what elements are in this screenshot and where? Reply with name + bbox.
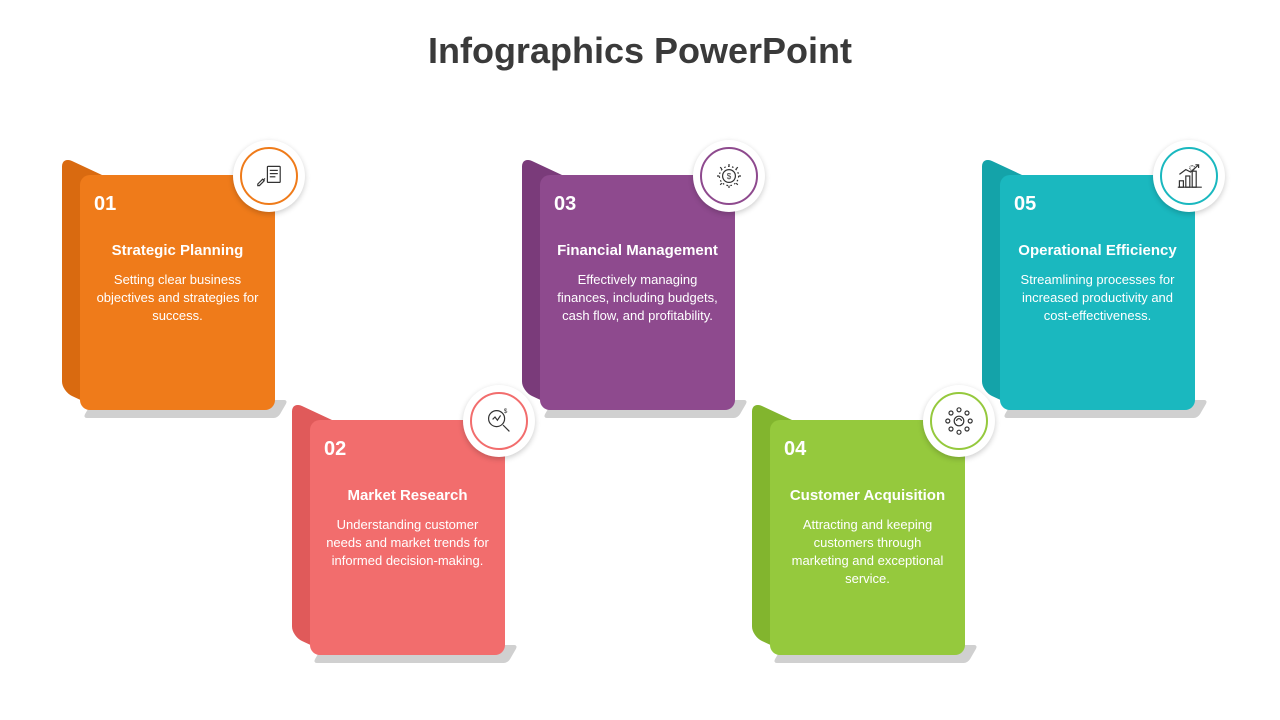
card-number: 04: [784, 438, 951, 461]
page-title: Infographics PowerPoint: [0, 30, 1280, 72]
svg-text:$: $: [504, 408, 508, 415]
card-front: 04 Customer Acquisition Attracting and k…: [770, 420, 965, 655]
card-text: Understanding customer needs and market …: [324, 516, 491, 571]
card-text: Setting clear business objectives and st…: [94, 271, 261, 326]
customer-icon: [930, 392, 988, 450]
card-heading: Customer Acquisition: [784, 486, 951, 506]
card-text: Attracting and keeping customers through…: [784, 516, 951, 589]
card-number: 01: [94, 193, 261, 216]
info-card-1: 01 Strategic Planning Setting clear busi…: [80, 175, 275, 410]
card-heading: Financial Management: [554, 241, 721, 261]
card-number: 02: [324, 438, 491, 461]
icon-badge: [923, 385, 995, 457]
card-front: 05 Operational Efficiency Streamlining p…: [1000, 175, 1195, 410]
info-card-3: 03 Financial Management Effectively mana…: [540, 175, 735, 410]
info-card-2: 02 Market Research Understanding custome…: [310, 420, 505, 655]
card-front: 03 Financial Management Effectively mana…: [540, 175, 735, 410]
card-text: Effectively managing finances, including…: [554, 271, 721, 326]
planning-icon: [240, 147, 298, 205]
info-card-5: 05 Operational Efficiency Streamlining p…: [1000, 175, 1195, 410]
card-heading: Market Research: [324, 486, 491, 506]
info-card-4: 04 Customer Acquisition Attracting and k…: [770, 420, 965, 655]
icon-badge: [233, 140, 305, 212]
card-number: 03: [554, 193, 721, 216]
efficiency-icon: [1160, 147, 1218, 205]
svg-text:$: $: [727, 172, 732, 181]
finance-icon: $: [700, 147, 758, 205]
card-front: 01 Strategic Planning Setting clear busi…: [80, 175, 275, 410]
icon-badge: $: [463, 385, 535, 457]
icon-badge: $: [693, 140, 765, 212]
card-text: Streamlining processes for increased pro…: [1014, 271, 1181, 326]
card-heading: Operational Efficiency: [1014, 241, 1181, 261]
card-front: 02 Market Research Understanding custome…: [310, 420, 505, 655]
icon-badge: [1153, 140, 1225, 212]
card-number: 05: [1014, 193, 1181, 216]
research-icon: $: [470, 392, 528, 450]
card-heading: Strategic Planning: [94, 241, 261, 261]
